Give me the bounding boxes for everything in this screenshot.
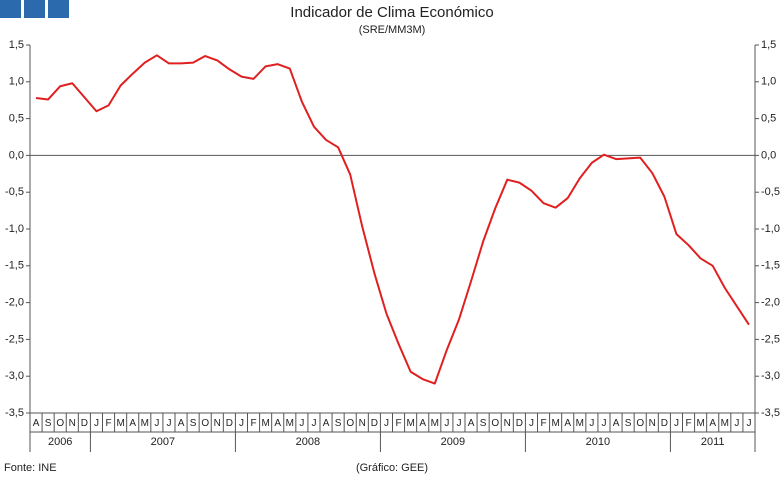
y-tick-label: 0,5	[9, 113, 24, 125]
x-tick-label: N	[214, 418, 221, 429]
y2-tick-label: 1,5	[761, 39, 776, 51]
x-tick-label: M	[261, 418, 269, 429]
x-tick-label: O	[346, 418, 354, 429]
y2-tick-label: 0,0	[761, 149, 776, 161]
x-tick-label: D	[516, 418, 523, 429]
x-tick-label: A	[709, 418, 716, 429]
x-tick-label: J	[444, 418, 449, 429]
year-label: 2009	[441, 436, 465, 448]
year-label: 2007	[151, 436, 175, 448]
x-tick-label: M	[116, 418, 124, 429]
x-tick-label: J	[674, 418, 679, 429]
x-tick-label: A	[468, 418, 475, 429]
logo-square	[24, 0, 45, 18]
x-tick-label: A	[613, 418, 620, 429]
x-tick-label: J	[239, 418, 244, 429]
x-tick-label: M	[431, 418, 439, 429]
y2-tick-label: -0,5	[761, 186, 780, 198]
year-label: 2010	[586, 436, 610, 448]
x-tick-label: D	[226, 418, 233, 429]
y2-tick-label: -1,0	[761, 223, 780, 235]
x-tick-label: F	[685, 418, 691, 429]
x-tick-label: A	[564, 418, 571, 429]
y-tick-label: -1,0	[5, 223, 24, 235]
year-label: 2006	[48, 436, 72, 448]
x-tick-label: N	[69, 418, 76, 429]
x-tick-label: M	[141, 418, 149, 429]
y2-tick-label: 1,0	[761, 76, 776, 88]
x-tick-label: N	[649, 418, 656, 429]
x-tick-label: F	[250, 418, 256, 429]
x-tick-label: N	[504, 418, 511, 429]
x-tick-label: J	[529, 418, 534, 429]
x-tick-label: A	[274, 418, 281, 429]
y-tick-label: -1,5	[5, 260, 24, 272]
x-tick-label: J	[154, 418, 159, 429]
y2-tick-label: -2,5	[761, 333, 780, 345]
x-tick-label: M	[286, 418, 294, 429]
year-label: 2008	[296, 436, 320, 448]
x-tick-label: F	[540, 418, 546, 429]
y2-tick-label: -1,5	[761, 260, 780, 272]
x-tick-label: J	[94, 418, 99, 429]
y-tick-label: 1,5	[9, 39, 24, 51]
x-tick-label: O	[491, 418, 499, 429]
year-label: 2011	[701, 436, 725, 448]
x-tick-label: J	[384, 418, 389, 429]
x-tick-label: F	[105, 418, 111, 429]
x-tick-label: M	[721, 418, 729, 429]
y2-tick-label: -3,5	[761, 407, 780, 419]
logo-square	[0, 0, 21, 18]
y-tick-label: -3,5	[5, 407, 24, 419]
x-tick-label: J	[456, 418, 461, 429]
x-tick-label: A	[129, 418, 136, 429]
x-tick-label: A	[33, 418, 40, 429]
x-tick-label: S	[625, 418, 632, 429]
y-tick-label: -3,0	[5, 370, 24, 382]
x-tick-label: N	[359, 418, 366, 429]
y2-tick-label: 0,5	[761, 113, 776, 125]
x-tick-label: J	[589, 418, 594, 429]
x-tick-label: J	[166, 418, 171, 429]
x-tick-label: M	[406, 418, 414, 429]
chart-title: Indicador de Clima Económico	[290, 4, 493, 21]
note: (Gráfico: GEE)	[356, 462, 428, 474]
y-tick-label: -0,5	[5, 186, 24, 198]
x-tick-label: J	[299, 418, 304, 429]
x-tick-label: A	[419, 418, 426, 429]
x-tick-label: F	[395, 418, 401, 429]
x-tick-label: J	[746, 418, 751, 429]
x-tick-label: O	[636, 418, 644, 429]
x-tick-label: J	[734, 418, 739, 429]
x-tick-label: S	[45, 418, 52, 429]
x-tick-label: M	[576, 418, 584, 429]
x-tick-label: S	[190, 418, 197, 429]
x-tick-label: S	[335, 418, 342, 429]
x-tick-label: O	[201, 418, 209, 429]
y2-tick-label: -3,0	[761, 370, 780, 382]
x-tick-label: S	[480, 418, 487, 429]
x-tick-label: A	[323, 418, 330, 429]
data-line	[35, 54, 750, 385]
y-tick-label: 0,0	[9, 149, 24, 161]
logo-square	[48, 0, 69, 18]
y2-tick-label: -2,0	[761, 297, 780, 309]
x-tick-label: D	[81, 418, 88, 429]
chart-subtitle: (SRE/MM3M)	[359, 24, 426, 36]
y-tick-label: -2,0	[5, 297, 24, 309]
x-tick-label: J	[311, 418, 316, 429]
x-tick-label: D	[371, 418, 378, 429]
x-tick-label: J	[601, 418, 606, 429]
x-tick-label: O	[56, 418, 64, 429]
x-tick-label: M	[696, 418, 704, 429]
x-tick-label: M	[551, 418, 559, 429]
y-tick-label: -2,5	[5, 333, 24, 345]
y-tick-label: 1,0	[9, 76, 24, 88]
x-tick-label: A	[178, 418, 185, 429]
x-tick-label: D	[661, 418, 668, 429]
source: Fonte: INE	[4, 462, 57, 474]
